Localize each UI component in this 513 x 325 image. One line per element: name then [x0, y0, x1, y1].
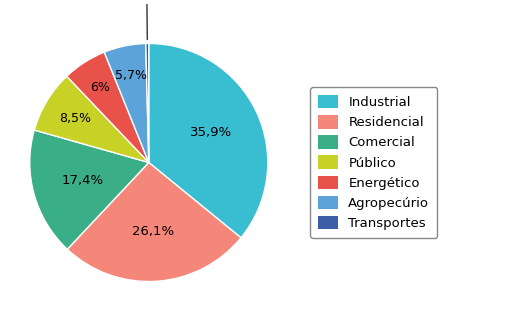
Wedge shape: [67, 162, 241, 281]
Text: 6%: 6%: [90, 81, 110, 94]
Text: 17,4%: 17,4%: [61, 175, 103, 188]
Text: 5,7%: 5,7%: [115, 69, 147, 82]
Wedge shape: [146, 44, 149, 162]
Wedge shape: [104, 44, 149, 162]
Wedge shape: [30, 130, 149, 249]
Wedge shape: [67, 52, 149, 162]
Text: 0,4%: 0,4%: [130, 0, 164, 40]
Text: 35,9%: 35,9%: [190, 126, 232, 139]
Legend: Industrial, Residencial, Comercial, Público, Energético, Agropecúrio, Transporte: Industrial, Residencial, Comercial, Públ…: [310, 87, 437, 238]
Wedge shape: [149, 44, 268, 238]
Wedge shape: [34, 76, 149, 162]
Text: 8,5%: 8,5%: [60, 112, 91, 125]
Text: 26,1%: 26,1%: [132, 225, 174, 238]
